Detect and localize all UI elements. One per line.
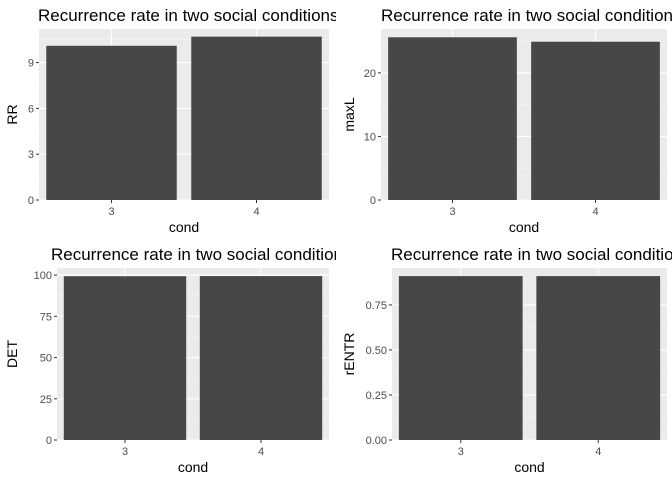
y-tick-label: 0.25: [366, 390, 387, 402]
chart-title: Recurrence rate in two social conditions: [38, 6, 338, 25]
x-tick-label: 4: [595, 446, 601, 458]
chart-title: Recurrence rate in two social conditions: [391, 245, 672, 264]
y-axis-label: maxL: [341, 97, 357, 131]
y-tick-label: 25: [40, 394, 52, 406]
x-axis-label: cond: [169, 219, 199, 235]
bar-4: [536, 276, 661, 440]
y-tick-label: 0.75: [366, 300, 387, 312]
bar-4: [531, 41, 660, 201]
chart-panel-det: 0 25 50 75 100 3 4 Recurrence rate in two socia…: [4, 245, 351, 475]
x-tick-label: 3: [449, 206, 455, 218]
x-tick-label: 4: [258, 446, 264, 458]
y-tick-label: 100: [34, 270, 52, 282]
chart-title: Recurrence rate in two social conditions: [381, 6, 672, 25]
y-tick-label: 10: [364, 131, 376, 143]
x-tick-label: 4: [253, 206, 259, 218]
y-tick-label: 75: [40, 311, 52, 323]
chart-title: Recurrence rate in two social conditions: [51, 245, 351, 264]
y-axis-label: RR: [4, 104, 20, 124]
x-tick-label: 3: [122, 446, 128, 458]
bar-3: [46, 45, 177, 200]
x-axis-label: cond: [509, 219, 539, 235]
bar-3: [63, 276, 187, 440]
x-axis-label: cond: [514, 459, 544, 475]
chart-panel-rr: 0 3 6 9 3 4 Recurrence rate in two social cond…: [4, 6, 338, 235]
y-tick-label: 0: [46, 435, 52, 447]
y-tick-label: 0: [28, 195, 34, 207]
y-tick-label: 3: [28, 149, 34, 161]
x-tick-label: 4: [592, 206, 598, 218]
chart-panel-maxl: 0 10 20 3 4 Recurrence rate in two social con…: [341, 6, 672, 235]
bar-3: [398, 276, 523, 440]
chart-panel-rentr: 0.00 0.25 0.50 0.75 3 4 Recurrence rate in two…: [341, 245, 672, 475]
y-tick-label: 0.50: [366, 345, 387, 357]
x-tick-label: 3: [108, 206, 114, 218]
y-tick-label: 0: [370, 195, 376, 207]
bar-4: [191, 36, 322, 201]
bar-4: [199, 276, 323, 440]
y-tick-label: 20: [364, 68, 376, 80]
y-tick-label: 0.00: [366, 435, 387, 447]
y-tick-label: 50: [40, 353, 52, 365]
x-tick-label: 3: [458, 446, 464, 458]
y-axis-label: rENTR: [341, 333, 357, 376]
bar-3: [388, 37, 517, 200]
y-axis-label: DET: [4, 340, 20, 368]
x-axis-label: cond: [178, 459, 208, 475]
y-tick-label: 9: [28, 58, 34, 70]
y-tick-label: 6: [28, 103, 34, 115]
